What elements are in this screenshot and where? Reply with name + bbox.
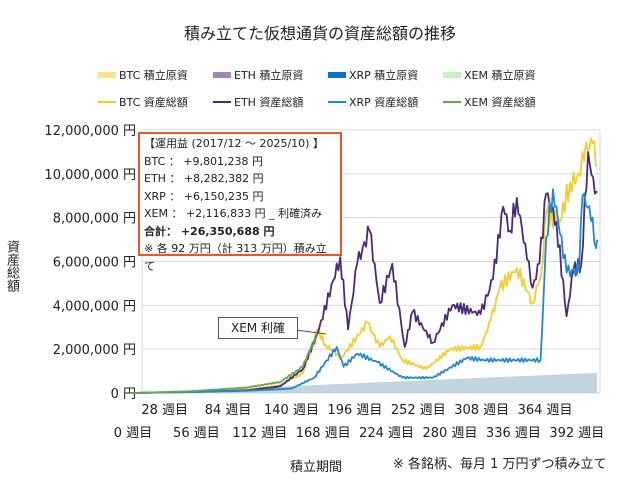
legend-swatch <box>98 101 116 103</box>
legend-item: ETH 積立原資 <box>213 67 328 83</box>
legend-swatch <box>213 101 231 103</box>
summary-btc: BTC ： +9,801,238 円 <box>144 154 263 168</box>
y-axis-label: 資産総額 <box>4 240 19 292</box>
series-line <box>132 333 319 394</box>
x-tick-label: 84 週目 <box>205 403 252 418</box>
summary-box: 【運用益 (2017/12 ～ 2025/10) 】 BTC ： +9,801,… <box>138 132 342 273</box>
legend-swatch <box>328 101 346 103</box>
x-tick-label: 196 週目 <box>327 403 382 418</box>
y-tick-label: 10,000,000 円 <box>44 168 136 183</box>
summary-header: 【運用益 (2017/12 ～ 2025/10) 】 <box>144 137 324 150</box>
x-tick-label: 280 週目 <box>423 426 478 441</box>
legend-swatch <box>328 72 346 78</box>
y-tick-label: 6,000,000 円 <box>53 256 136 271</box>
legend-swatch <box>98 72 116 78</box>
legend-swatch <box>443 72 461 78</box>
x-tick-label: 168 週目 <box>296 426 351 441</box>
x-tick-label: 56 週目 <box>173 426 220 441</box>
summary-xrp: XRP ： +6,150,235 円 <box>144 189 264 203</box>
x-tick-label: 336 週目 <box>486 426 541 441</box>
x-tick-label: 308 週目 <box>454 403 509 418</box>
x-tick-label: 392 週目 <box>549 426 604 441</box>
y-tick-label: 4,000,000 円 <box>53 299 136 314</box>
chart-title: 積み立てた仮想通貨の資産総額の推移 <box>183 24 456 43</box>
legend-item: BTC 資産総額 <box>98 94 213 110</box>
x-tick-label: 0 週目 <box>114 426 152 441</box>
x-tick-label: 364 週目 <box>518 403 573 418</box>
legend-item: ETH 資産総額 <box>213 94 328 110</box>
legend-swatch <box>443 101 461 103</box>
legend-item: XRP 資産総額 <box>328 94 443 110</box>
summary-eth: ETH ： +8,282,382 円 <box>144 172 264 185</box>
summary-note: ※ 各 92 万円（計 313 万円）積み立て <box>144 242 327 273</box>
y-tick-label: 0 円 <box>111 387 136 402</box>
legend-item: XEM 積立原資 <box>443 67 558 83</box>
x-tick-label: 140 週目 <box>264 403 319 418</box>
legend-item: XRP 積立原資 <box>328 67 443 83</box>
x-tick-label: 28 週目 <box>141 403 188 418</box>
legend-row-total: BTC 資産総額 ETH 資産総額 XRP 資産総額 XEM 資産総額 <box>98 94 558 110</box>
legend-swatch <box>213 72 231 78</box>
x-tick-label: 252 週目 <box>391 403 446 418</box>
footnote: ※ 各銘柄、毎月 1 万円ずつ積み立て <box>393 457 607 472</box>
summary-total: 合計： +26,350,688 円 <box>144 224 275 238</box>
series-line <box>133 188 599 394</box>
y-tick-label: 2,000,000 円 <box>53 343 136 358</box>
x-axis-label: 積立期間 <box>290 460 343 475</box>
legend-item: XEM 資産総額 <box>443 94 558 110</box>
summary-xem: XEM ： +2,116,833 円 _ 利確済み <box>144 207 323 220</box>
y-tick-label: 12,000,000 円 <box>44 124 136 139</box>
legend-row-invested: BTC 積立原資 ETH 積立原資 XRP 積立原資 XEM 積立原資 <box>98 67 558 83</box>
callout-pointer <box>295 329 327 335</box>
x-tick-label: 112 週目 <box>232 426 287 441</box>
x-tick-label: 224 週目 <box>359 426 414 441</box>
annotation-callout: XEM 利確 <box>218 317 298 339</box>
legend-item: BTC 積立原資 <box>98 67 213 83</box>
y-tick-label: 8,000,000 円 <box>53 212 136 227</box>
